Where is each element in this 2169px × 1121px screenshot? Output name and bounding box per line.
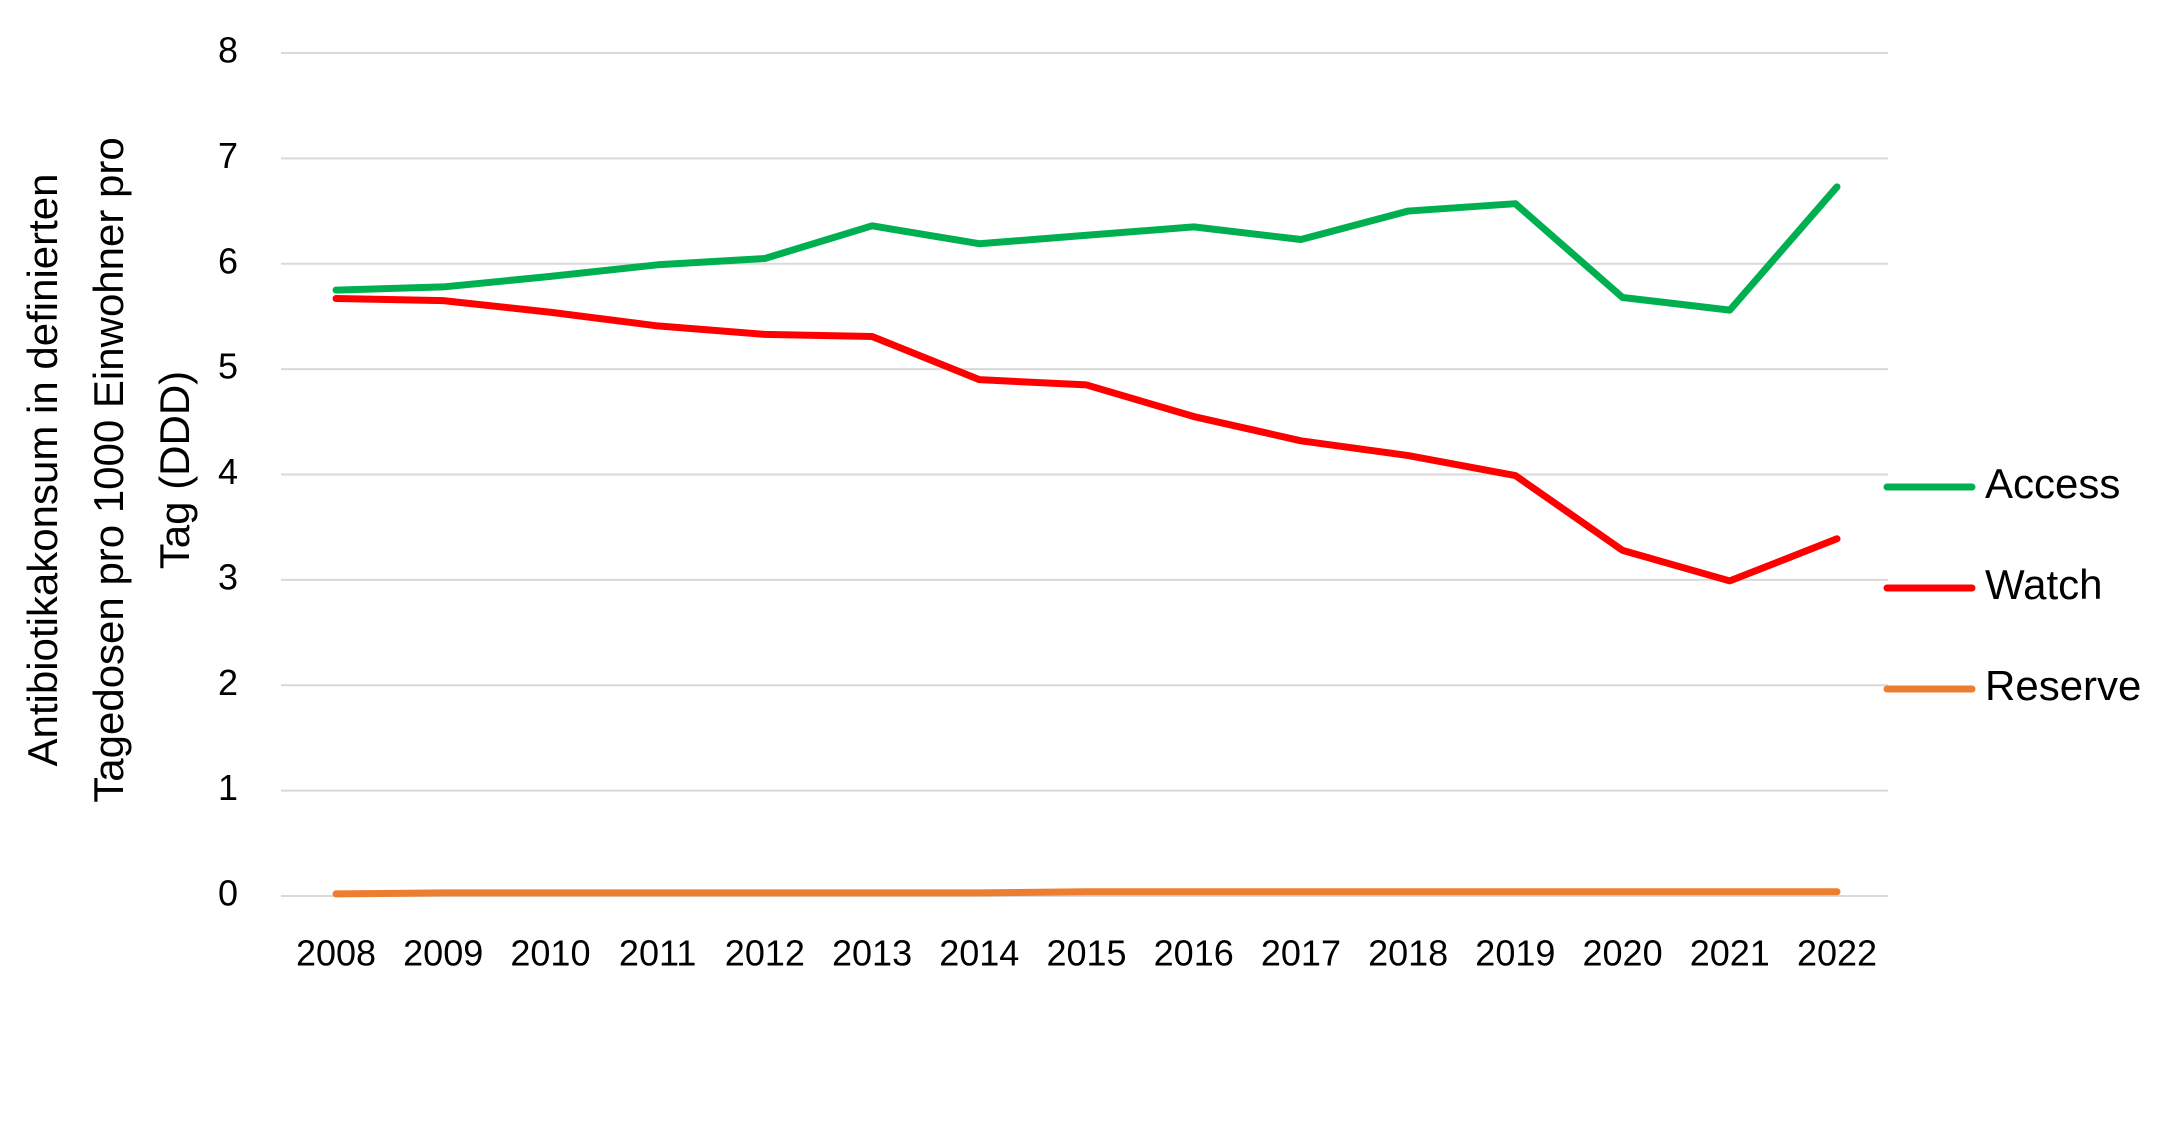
y-tick-label: 7: [218, 135, 238, 176]
line-series: [332, 888, 1841, 898]
x-tick-label: 2016: [1154, 933, 1234, 974]
y-axis-title: Tagedosen pro 1000 Einwohner pro: [85, 137, 132, 802]
y-tick-label: 1: [218, 767, 238, 808]
line-series: [332, 183, 1841, 314]
y-tick-label: 6: [218, 240, 238, 281]
legend-label: Reserve: [1985, 662, 2141, 709]
x-tick-label: 2010: [510, 933, 590, 974]
y-tick-label: 8: [218, 30, 238, 71]
y-tick-label: 2: [218, 662, 238, 703]
legend-label: Access: [1985, 460, 2120, 507]
x-tick-label: 2011: [619, 933, 696, 974]
y-axis-title: Antibiotikakonsum in definierten: [19, 173, 66, 766]
y-tick-label: 4: [218, 451, 238, 492]
line-series: [332, 295, 1841, 585]
x-tick-label: 2012: [725, 933, 805, 974]
legend-label: Watch: [1985, 561, 2102, 608]
x-tick-label: 2017: [1261, 933, 1341, 974]
y-tick-label: 3: [218, 556, 238, 597]
y-axis-title: Tag (DDD): [151, 371, 198, 569]
x-tick-label: 2022: [1797, 933, 1877, 974]
x-tick-label: 2008: [296, 933, 376, 974]
x-tick-label: 2015: [1046, 933, 1126, 974]
x-tick-label: 2021: [1690, 933, 1770, 974]
x-tick-label: 2018: [1368, 933, 1448, 974]
x-tick-label: 2019: [1475, 933, 1555, 974]
y-tick-label: 0: [218, 873, 238, 914]
x-tick-label: 2014: [939, 933, 1019, 974]
y-tick-label: 5: [218, 346, 238, 387]
x-tick-label: 2020: [1583, 933, 1663, 974]
x-tick-label: 2013: [832, 933, 912, 974]
x-tick-label: 2009: [403, 933, 483, 974]
